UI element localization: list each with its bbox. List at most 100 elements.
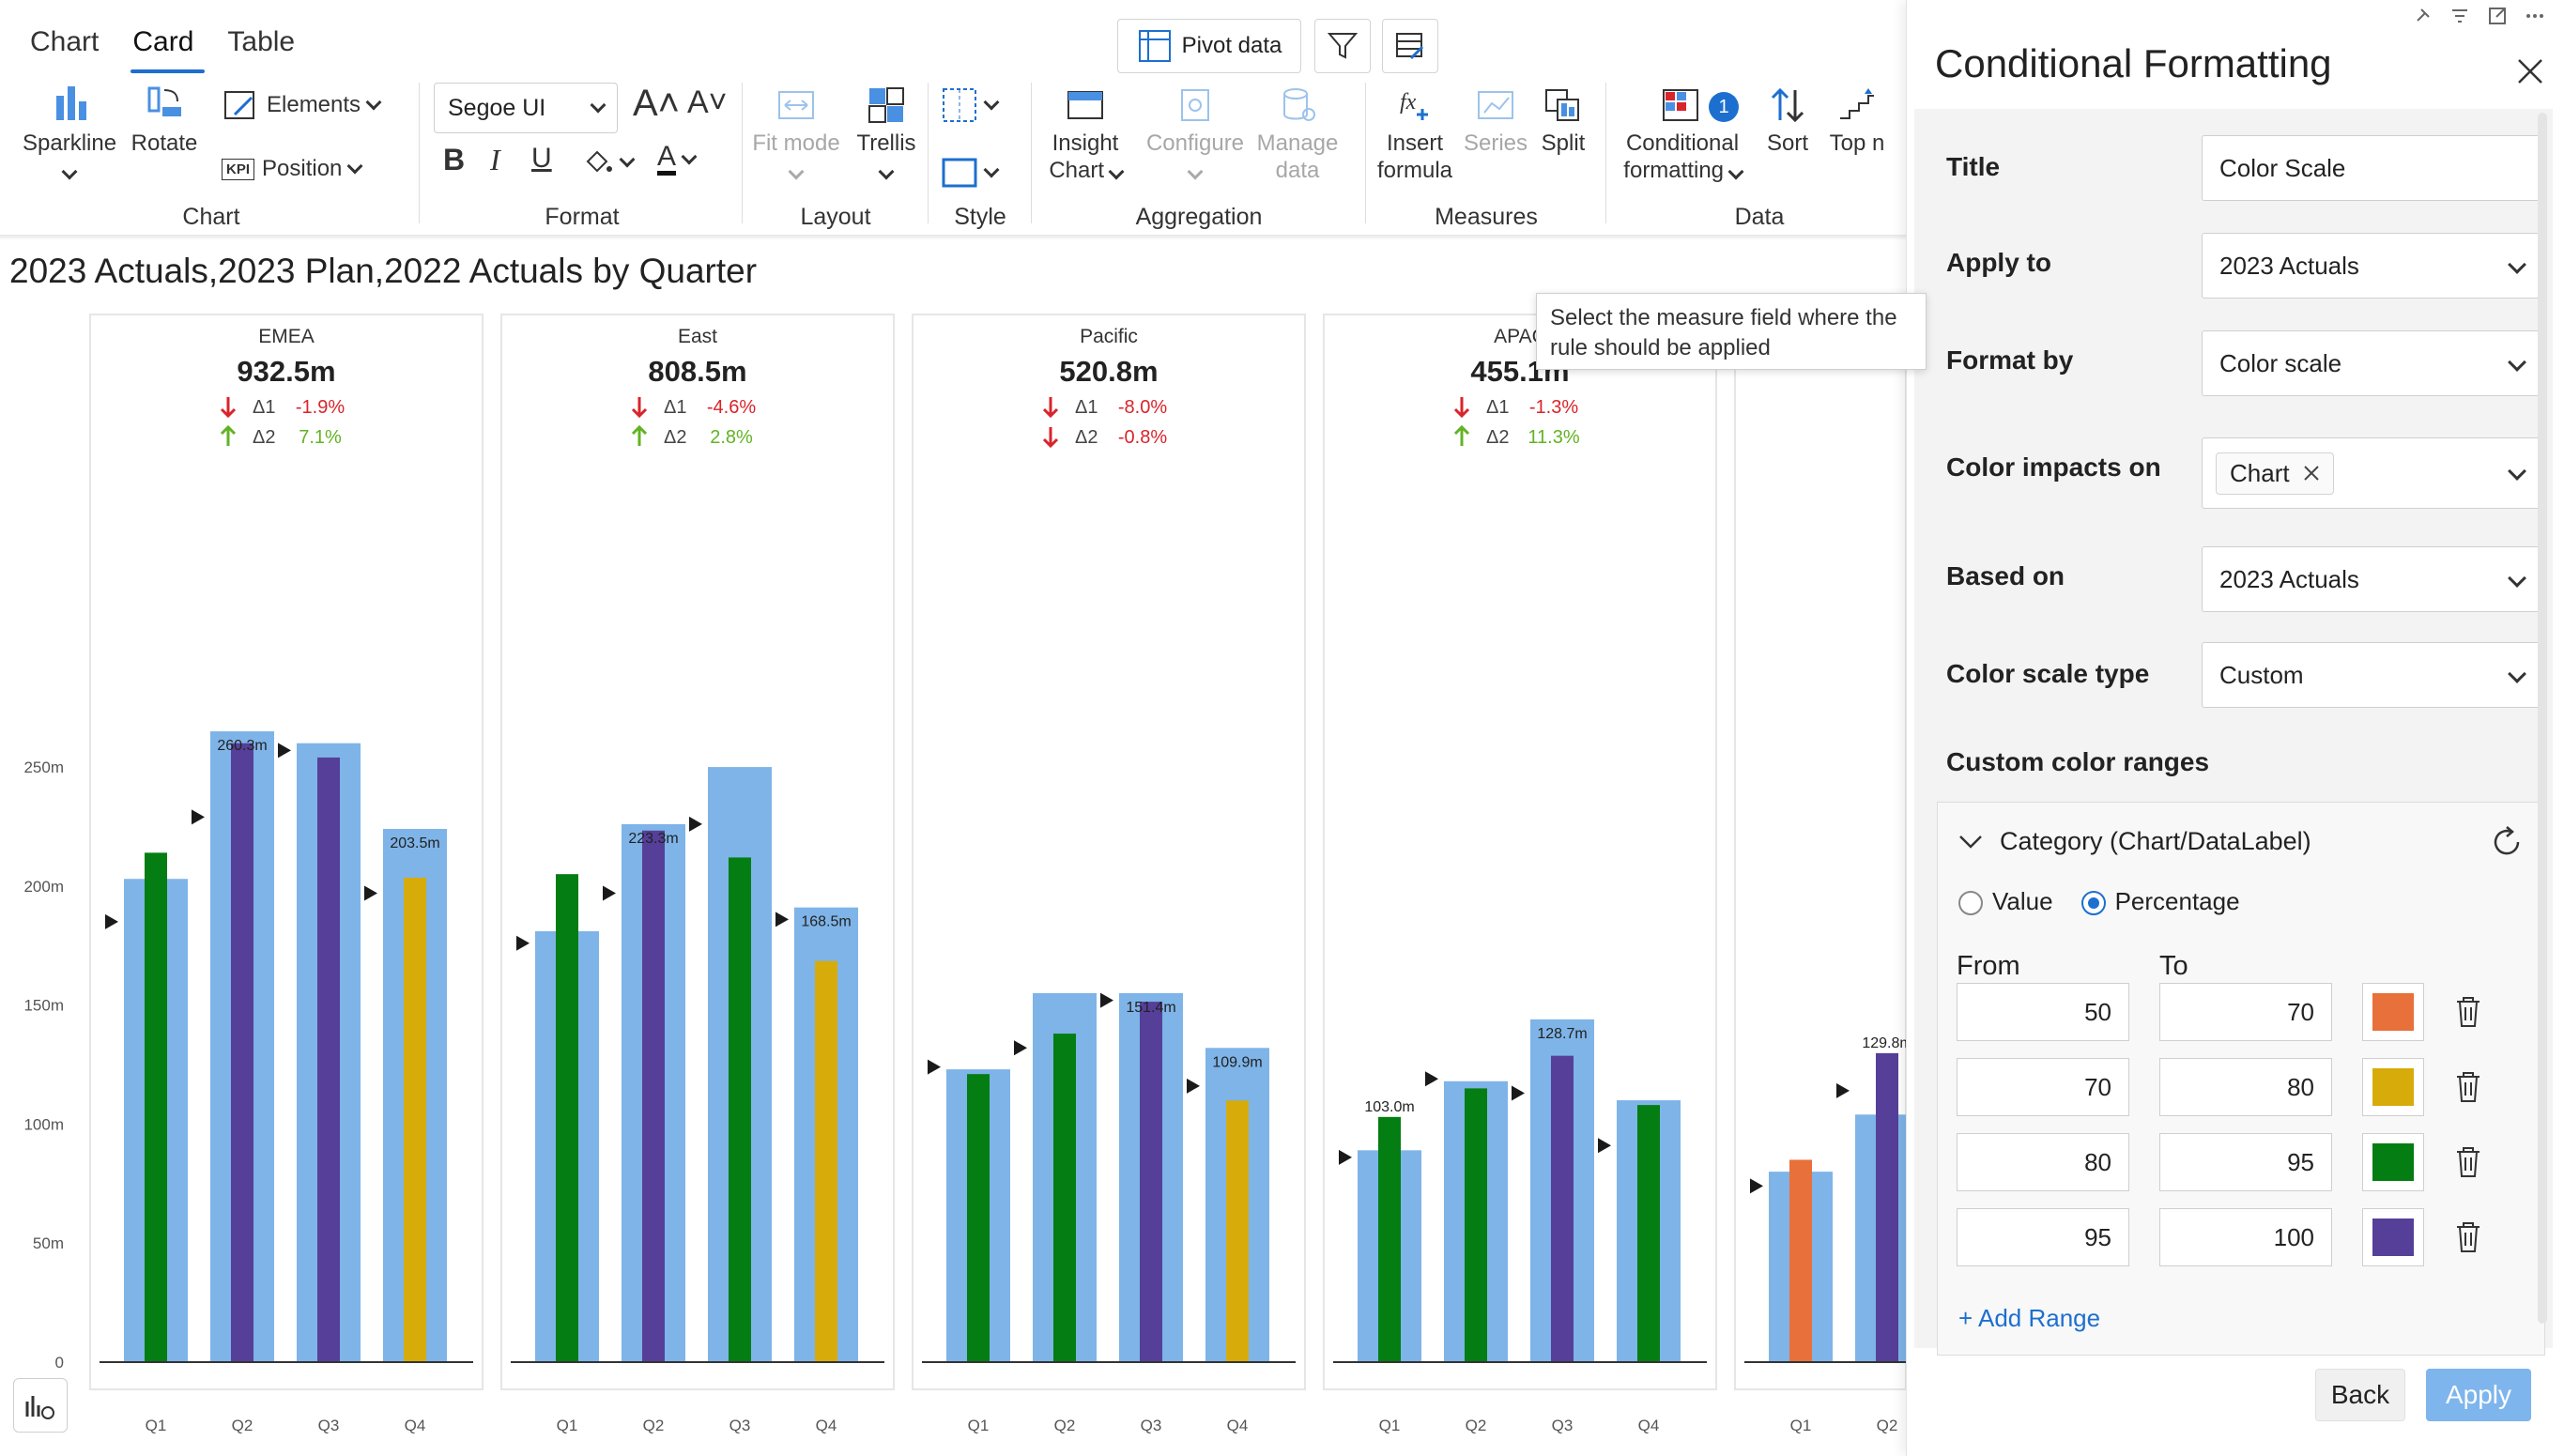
fit-mode-button[interactable]: Fit mode bbox=[749, 86, 843, 184]
color-scale-type-select[interactable]: Custom bbox=[2202, 642, 2545, 708]
range-to-input[interactable]: 80 bbox=[2159, 1058, 2332, 1116]
range-to-input[interactable]: 95 bbox=[2159, 1133, 2332, 1191]
pin-icon[interactable] bbox=[2412, 6, 2433, 26]
title-field[interactable]: Color Scale bbox=[2202, 135, 2545, 201]
insert-label-2: formula bbox=[1376, 158, 1453, 183]
elements-dropdown[interactable]: Elements bbox=[222, 86, 382, 124]
arrow-down-icon bbox=[631, 397, 648, 419]
range-from-input[interactable]: 70 bbox=[1957, 1058, 2129, 1116]
insight-chart-button[interactable]: Insight Chart bbox=[1038, 86, 1132, 184]
configure-button[interactable]: Configure bbox=[1140, 86, 1251, 184]
apply-to-select[interactable]: 2023 Actuals bbox=[2202, 233, 2545, 299]
range-color-picker[interactable] bbox=[2362, 983, 2424, 1041]
actual-bar bbox=[1789, 1159, 1812, 1362]
border-style-button[interactable] bbox=[941, 86, 1000, 124]
radio-value[interactable]: Value bbox=[1958, 887, 2053, 916]
range-color-picker[interactable] bbox=[2362, 1058, 2424, 1116]
color-impacts-select[interactable]: Chart bbox=[2202, 437, 2545, 509]
tooltip: Select the measure field where the rule … bbox=[1536, 293, 1927, 370]
sort-button[interactable]: Sort bbox=[1759, 86, 1816, 157]
color-swatch bbox=[2372, 1218, 2414, 1256]
delete-range-icon[interactable] bbox=[2454, 1146, 2482, 1178]
manage-data-button[interactable]: Manage data bbox=[1252, 86, 1343, 184]
delta-label: Δ1 bbox=[253, 397, 275, 418]
range-from-input[interactable]: 95 bbox=[1957, 1208, 2129, 1266]
filter-settings-button[interactable] bbox=[1314, 19, 1371, 73]
color-scale-type-label: Color scale type bbox=[1946, 659, 2150, 688]
panel-window-controls bbox=[2412, 6, 2545, 26]
close-icon[interactable] bbox=[2515, 56, 2545, 86]
apply-button[interactable]: Apply bbox=[2426, 1369, 2531, 1421]
delta-value: -0.8% bbox=[1118, 427, 1167, 448]
trellis-button[interactable]: Trellis bbox=[849, 86, 924, 184]
rotate-button[interactable]: Rotate bbox=[122, 83, 207, 157]
delete-range-icon[interactable] bbox=[2454, 996, 2482, 1028]
prior-marker bbox=[1750, 1178, 1763, 1194]
tooltip-line-1: Select the measure field where the bbox=[1550, 305, 1897, 330]
panel-title: Conditional Formatting bbox=[1935, 41, 2332, 85]
chevron-down-icon bbox=[2508, 462, 2526, 481]
tab-chart[interactable]: Chart bbox=[30, 26, 100, 57]
chevron-down-icon bbox=[983, 94, 1000, 111]
card-style-button[interactable] bbox=[941, 154, 1000, 192]
decrease-font-button[interactable]: A˅ bbox=[687, 84, 728, 121]
prior-marker bbox=[1339, 1149, 1352, 1165]
delete-range-icon[interactable] bbox=[2454, 1221, 2482, 1253]
category-collapse-toggle[interactable]: Category (Chart/DataLabel) bbox=[1958, 827, 2311, 856]
split-button[interactable]: Split bbox=[1530, 86, 1596, 157]
format-by-select[interactable]: Color scale bbox=[2202, 330, 2545, 396]
ribbon-tabs: Chart Card Table bbox=[19, 19, 317, 73]
tab-table[interactable]: Table bbox=[227, 26, 296, 57]
card-title: EMEA bbox=[258, 326, 315, 347]
reset-icon[interactable] bbox=[2488, 823, 2526, 861]
range-to-input[interactable]: 100 bbox=[2159, 1208, 2332, 1266]
table-edit-button[interactable] bbox=[1382, 19, 1438, 73]
add-range-link[interactable]: + Add Range bbox=[1958, 1304, 2101, 1332]
increase-font-button[interactable]: A˄ bbox=[633, 83, 680, 125]
tab-card[interactable]: Card bbox=[121, 19, 216, 73]
delta-label: Δ2 bbox=[1075, 427, 1098, 448]
panel-scrollbar[interactable] bbox=[2538, 113, 2547, 1324]
back-button[interactable]: Back bbox=[2315, 1369, 2405, 1421]
range-from-input[interactable]: 80 bbox=[1957, 1133, 2129, 1191]
chevron-down-icon bbox=[2508, 665, 2526, 683]
x-tick-label: Q1 bbox=[557, 1417, 578, 1434]
based-on-select[interactable]: 2023 Actuals bbox=[2202, 546, 2545, 612]
font-family-select[interactable]: Segoe UI bbox=[434, 83, 618, 133]
range-color-picker[interactable] bbox=[2362, 1208, 2424, 1266]
prior-marker bbox=[1598, 1138, 1611, 1154]
italic-button[interactable]: I bbox=[490, 143, 500, 177]
chart-settings-button[interactable] bbox=[13, 1378, 68, 1433]
insert-formula-button[interactable]: fx Insert formula bbox=[1373, 86, 1457, 184]
sparkline-button[interactable]: Sparkline bbox=[23, 83, 116, 184]
range-color-picker[interactable] bbox=[2362, 1133, 2424, 1191]
expand-icon[interactable] bbox=[2487, 6, 2508, 26]
filter-icon[interactable] bbox=[2449, 6, 2470, 26]
ribbon-divider bbox=[1365, 83, 1366, 223]
actual-bar bbox=[317, 757, 340, 1362]
position-dropdown[interactable]: KPI Position bbox=[222, 156, 363, 182]
series-button[interactable]: Series bbox=[1463, 86, 1528, 157]
arrow-down-icon bbox=[1042, 397, 1059, 419]
font-color-icon: A bbox=[657, 143, 677, 176]
delta-label: Δ2 bbox=[1486, 427, 1509, 448]
prior-marker bbox=[192, 809, 205, 825]
delete-range-icon[interactable] bbox=[2454, 1071, 2482, 1103]
close-icon[interactable] bbox=[2303, 465, 2320, 482]
more-icon[interactable] bbox=[2525, 6, 2545, 26]
radio-percentage[interactable]: Percentage bbox=[2080, 887, 2240, 916]
font-color-button[interactable]: A bbox=[657, 143, 698, 176]
x-tick-label: Q3 bbox=[729, 1417, 751, 1434]
range-to-input[interactable]: 70 bbox=[2159, 983, 2332, 1041]
pivot-data-button[interactable]: Pivot data bbox=[1117, 19, 1301, 73]
top-n-button[interactable]: Top n bbox=[1821, 86, 1893, 157]
bold-button[interactable]: B bbox=[443, 143, 465, 177]
conditional-formatting-button[interactable]: Conditional formatting 1 bbox=[1613, 83, 1752, 184]
fill-color-button[interactable] bbox=[582, 146, 636, 178]
underline-button[interactable]: U bbox=[531, 143, 552, 175]
color-swatch bbox=[2372, 1068, 2414, 1106]
y-tick-label: 50m bbox=[33, 1234, 64, 1252]
border-icon bbox=[943, 88, 976, 122]
prior-marker bbox=[1425, 1071, 1438, 1087]
range-from-input[interactable]: 50 bbox=[1957, 983, 2129, 1041]
